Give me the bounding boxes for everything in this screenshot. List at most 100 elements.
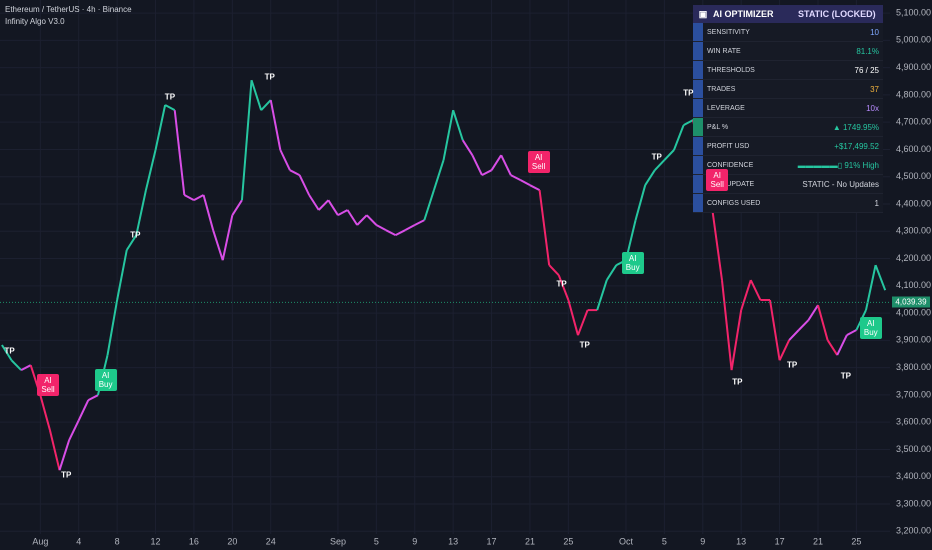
x-tick-label: 21 — [813, 536, 823, 546]
price-segment — [826, 339, 839, 356]
panel-row: LEVERAGE 10x — [693, 99, 883, 118]
price-segment — [452, 109, 464, 141]
price-segment — [77, 399, 90, 421]
x-tick-label: 9 — [412, 536, 417, 546]
price-segment — [529, 184, 541, 191]
tp-label: TP — [732, 377, 743, 387]
panel-row: P&L % ▲ 1749.95% — [693, 118, 883, 137]
tp-label: TP — [130, 230, 141, 240]
panel-row: SENSITIVITY 10 — [693, 23, 883, 42]
price-segment — [683, 119, 694, 127]
panel-title: AI OPTIMIZER — [713, 9, 774, 19]
y-tick-label: 3,200.00 — [896, 526, 931, 536]
price-segment — [874, 264, 887, 291]
x-tick-label: 25 — [563, 536, 573, 546]
price-segment — [404, 224, 416, 232]
price-segment — [673, 124, 685, 151]
panel-row: TRADES 37 — [693, 80, 883, 99]
price-segment — [846, 329, 857, 337]
y-tick-label: 4,700.00 — [896, 117, 931, 127]
price-segment — [318, 199, 330, 211]
tp-label: TP — [683, 88, 694, 98]
tp-label: TP — [4, 346, 15, 356]
price-segment — [577, 309, 589, 336]
price-segment — [865, 264, 877, 311]
row-marker — [693, 175, 703, 193]
price-segment — [212, 229, 224, 261]
price-segment — [836, 334, 848, 356]
price-segment — [778, 339, 791, 361]
price-segment — [144, 149, 157, 191]
price-segment — [807, 304, 819, 321]
price-segment — [442, 109, 455, 161]
price-segment — [519, 179, 531, 187]
y-tick-label: 3,800.00 — [896, 362, 931, 372]
tp-label: TP — [579, 340, 590, 350]
x-tick-label: Aug — [32, 536, 48, 546]
symbol: Ethereum / TetherUS · 4h · Binance — [5, 5, 132, 14]
panel-row: PROFIT USD +$17,499.52 — [693, 137, 883, 156]
price-segment — [250, 79, 263, 111]
price-segment — [337, 209, 349, 217]
price-segment — [135, 189, 147, 236]
price-segment — [461, 139, 474, 156]
price-segment — [817, 304, 829, 341]
price-segment — [798, 319, 810, 331]
x-tick-label: 4 — [76, 536, 81, 546]
price-segment — [260, 99, 272, 111]
price-segment — [68, 419, 80, 441]
y-tick-label: 3,600.00 — [896, 417, 931, 427]
price-segment — [356, 214, 368, 226]
panel-row: CONFIDENCE ▬▬▬▬▬▯ 91% High — [693, 156, 883, 175]
row-marker — [693, 80, 703, 98]
row-value: 10 — [870, 27, 879, 37]
row-key: CONFIGS USED — [707, 199, 761, 207]
price-segment — [375, 224, 387, 232]
price-segment — [106, 299, 119, 356]
y-tick-label: 4,200.00 — [896, 253, 931, 263]
price-segment — [125, 234, 138, 251]
price-segment — [10, 359, 22, 371]
tp-label: TP — [651, 152, 662, 162]
y-tick-label: 3,400.00 — [896, 471, 931, 481]
row-value: +$17,499.52 — [834, 141, 879, 151]
x-tick-label: 24 — [266, 536, 276, 546]
y-tick-label: 4,500.00 — [896, 171, 931, 181]
price-segment — [730, 309, 743, 371]
x-tick-label: 17 — [775, 536, 785, 546]
x-tick-label: 12 — [151, 536, 161, 546]
row-marker — [693, 23, 703, 41]
panel-row: THRESHOLDS 76 / 25 — [693, 61, 883, 80]
price-segment — [308, 194, 320, 211]
price-segment — [596, 279, 608, 311]
x-tick-label: 13 — [736, 536, 746, 546]
price-segment — [433, 159, 445, 191]
y-tick-label: 4,400.00 — [896, 198, 931, 208]
signal-label: AI Sell — [37, 374, 59, 397]
row-key: LAST UPDATE — [707, 180, 755, 188]
x-tick-label: 21 — [525, 536, 535, 546]
row-key: PROFIT USD — [707, 142, 750, 150]
panel-row: LAST UPDATE STATIC - No Updates — [693, 175, 883, 194]
panel-header: ▣ AI OPTIMIZER STATIC (LOCKED) — [693, 5, 883, 23]
x-tick-label: Oct — [619, 536, 634, 546]
price-segment — [289, 169, 301, 176]
row-value: 37 — [870, 84, 879, 94]
row-key: P&L % — [707, 123, 729, 131]
row-value: 10x — [866, 103, 879, 113]
y-tick-label: 3,300.00 — [896, 498, 931, 508]
price-segment — [221, 214, 234, 261]
row-value: 1 — [874, 198, 879, 208]
price-segment — [663, 149, 675, 161]
tp-label: TP — [264, 72, 275, 82]
price-segment — [711, 209, 723, 281]
y-tick-label: 3,900.00 — [896, 335, 931, 345]
row-value: ▬▬▬▬▬▯ 91% High — [797, 160, 879, 170]
price-segment — [510, 174, 521, 181]
price-segment — [87, 394, 99, 401]
price-segment — [605, 264, 618, 281]
price-segment — [231, 199, 243, 216]
row-key: WIN RATE — [707, 47, 741, 55]
row-key: TRADES — [707, 85, 736, 93]
price-segment — [490, 154, 503, 171]
